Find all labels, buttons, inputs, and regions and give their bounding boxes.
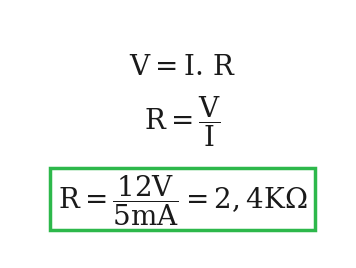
Text: $\mathrm{R = \dfrac{12V}{5mA} = 2,4K\Omega}$: $\mathrm{R = \dfrac{12V}{5mA} = 2,4K\Ome… bbox=[58, 173, 307, 228]
Text: $\mathrm{R = \dfrac{V}{I}}$: $\mathrm{R = \dfrac{V}{I}}$ bbox=[144, 95, 221, 149]
FancyBboxPatch shape bbox=[50, 168, 315, 230]
Text: $\mathrm{V = I.\, R}$: $\mathrm{V = I.\, R}$ bbox=[129, 53, 236, 81]
